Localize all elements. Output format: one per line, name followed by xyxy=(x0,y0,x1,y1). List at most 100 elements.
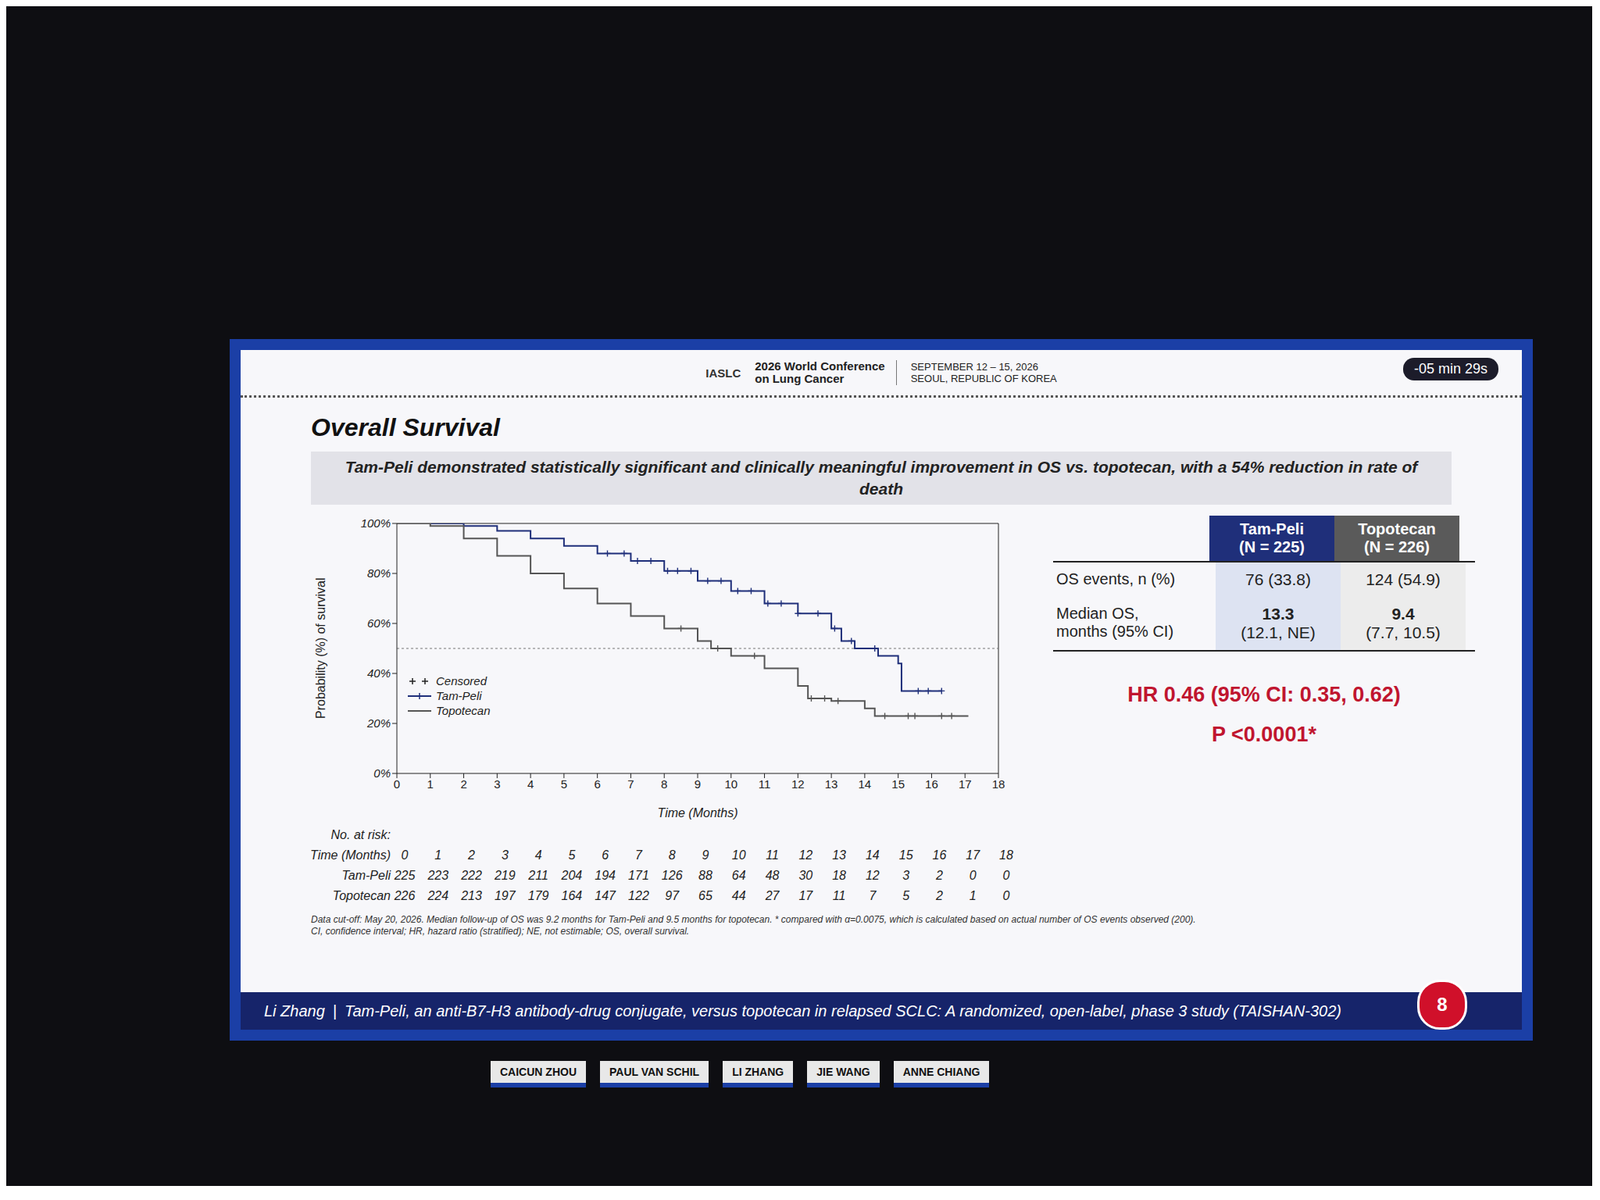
svg-text:6: 6 xyxy=(593,777,600,791)
html-text:10: 10 xyxy=(731,848,746,862)
svg-text:3: 3 xyxy=(493,777,500,791)
html-text:11: 11 xyxy=(832,889,846,903)
html-text:9.4: 9.4 xyxy=(1391,604,1415,623)
html-text:219: 219 xyxy=(494,868,516,883)
html-text:12: 12 xyxy=(798,848,813,862)
html-text:Tam-Peli, an anti-B7-H3 antibo: Tam-Peli, an anti-B7-H3 antibody-drug co… xyxy=(344,1001,1342,1020)
html-text:Tam-Peli 225: Tam-Peli 225 xyxy=(341,868,416,883)
html-text:on Lung Cancer: on Lung Cancer xyxy=(754,371,845,386)
svg-text:16: 16 xyxy=(925,777,939,791)
html-text:JIE WANG: JIE WANG xyxy=(816,1065,871,1079)
html-text:164: 164 xyxy=(561,889,583,903)
html-text:SEPTEMBER 12 – 15, 2026: SEPTEMBER 12 – 15, 2026 xyxy=(910,360,1039,373)
html-text:Median OS,: Median OS, xyxy=(1056,604,1139,622)
html-text:126: 126 xyxy=(661,868,683,883)
html-text:OS events, n (%): OS events, n (%) xyxy=(1056,570,1176,588)
html-text:12: 12 xyxy=(865,868,880,883)
html-text:Censored: Censored xyxy=(435,674,487,688)
svg-text:0: 0 xyxy=(393,777,400,791)
html-text:ANNE CHIANG: ANNE CHIANG xyxy=(902,1065,981,1079)
html-text:194: 194 xyxy=(594,868,616,883)
html-text:18: 18 xyxy=(999,848,1014,862)
html-text:224: 224 xyxy=(427,889,449,903)
svg-text:Time (Months): Time (Months) xyxy=(657,806,739,820)
svg-text:17: 17 xyxy=(958,777,972,791)
html-text:Time (Months): Time (Months) xyxy=(310,848,391,862)
html-text:76 (33.8): 76 (33.8) xyxy=(1245,570,1311,589)
svg-text:60%: 60% xyxy=(367,616,391,630)
svg-text:80%: 80% xyxy=(367,566,391,580)
html-text:2026 World Conference: 2026 World Conference xyxy=(754,359,885,373)
svg-text:11: 11 xyxy=(758,777,772,791)
html-text:(12.1, NE): (12.1, NE) xyxy=(1240,623,1316,642)
svg-text:5: 5 xyxy=(560,777,568,791)
html-text:88: 88 xyxy=(698,868,713,883)
html-text:SEOUL, REPUBLIC OF KOREA: SEOUL, REPUBLIC OF KOREA xyxy=(910,372,1057,385)
html-text:171: 171 xyxy=(628,868,650,883)
html-text:Overall Survival: Overall Survival xyxy=(310,413,500,442)
html-text:13.3: 13.3 xyxy=(1262,604,1295,623)
html-text:CAICUN ZHOU: CAICUN ZHOU xyxy=(500,1065,577,1079)
svg-text:1: 1 xyxy=(427,777,434,791)
svg-text:9: 9 xyxy=(694,777,701,791)
svg-text:15: 15 xyxy=(891,777,905,791)
html-text:13: 13 xyxy=(832,848,847,862)
html-text:14: 14 xyxy=(865,848,880,862)
html-text:15: 15 xyxy=(899,848,913,862)
html-text:223: 223 xyxy=(427,868,449,883)
html-text:197: 197 xyxy=(494,889,516,903)
html-text:211: 211 xyxy=(528,868,549,883)
html-text:222: 222 xyxy=(461,868,482,883)
html-text:147: 147 xyxy=(594,889,616,903)
html-text:(7.7, 10.5): (7.7, 10.5) xyxy=(1365,623,1441,642)
html-text:44: 44 xyxy=(731,889,746,903)
html-text:(N = 226): (N = 226) xyxy=(1364,538,1430,556)
html-text:Topotecan 226: Topotecan 226 xyxy=(332,889,416,903)
html-text:179: 179 xyxy=(527,889,549,903)
svg-text:4: 4 xyxy=(527,777,534,791)
svg-text:40%: 40% xyxy=(367,666,391,680)
html-text:Topotecan: Topotecan xyxy=(1357,520,1436,538)
svg-text:7: 7 xyxy=(627,777,634,791)
html-text:204: 204 xyxy=(561,868,583,883)
svg-text:Probability (%) of survival: Probability (%) of survival xyxy=(314,578,328,720)
html-text:11: 11 xyxy=(765,848,779,862)
html-text:-05 min 29s: -05 min 29s xyxy=(1414,360,1488,377)
svg-text:13: 13 xyxy=(825,777,839,791)
html-text:LI ZHANG: LI ZHANG xyxy=(732,1065,784,1079)
html-text:Tam-Peli: Tam-Peli xyxy=(1239,520,1304,538)
html-text:(N = 225): (N = 225) xyxy=(1239,538,1305,556)
html-text:27: 27 xyxy=(765,889,780,903)
html-text:17: 17 xyxy=(965,848,980,862)
html-text:64: 64 xyxy=(731,868,746,883)
html-text:HR 0.46 (95% CI: 0.35, 0.62): HR 0.46 (95% CI: 0.35, 0.62) xyxy=(1127,682,1401,707)
html-text:No. at risk:: No. at risk: xyxy=(330,828,391,842)
html-text:Tam-Peli: Tam-Peli xyxy=(435,689,482,703)
html-text:Topotecan: Topotecan xyxy=(435,703,491,718)
svg-text:14: 14 xyxy=(858,777,872,791)
html-text:124 (54.9): 124 (54.9) xyxy=(1365,570,1441,589)
html-text:97: 97 xyxy=(665,889,679,903)
html-text:Tam-Peli demonstrated statisti: Tam-Peli demonstrated statistically sign… xyxy=(345,457,1418,498)
html-text:IASLC: IASLC xyxy=(705,366,741,380)
svg-text:8: 8 xyxy=(660,777,668,791)
html-text:Li Zhang: Li Zhang xyxy=(264,1001,325,1020)
html-text:PAUL VAN SCHIL: PAUL VAN SCHIL xyxy=(609,1065,700,1079)
html-text:65: 65 xyxy=(698,889,713,903)
svg-text:0%: 0% xyxy=(373,766,391,780)
svg-text:100%: 100% xyxy=(360,516,391,530)
html-text:213: 213 xyxy=(461,889,482,903)
html-text:16: 16 xyxy=(932,848,947,862)
html-text:17: 17 xyxy=(798,889,813,903)
svg-text:18: 18 xyxy=(992,777,1006,791)
svg-text:20%: 20% xyxy=(366,716,391,730)
html-text:P <0.0001*: P <0.0001* xyxy=(1211,722,1317,747)
svg-text:12: 12 xyxy=(791,777,805,791)
html-text:48: 48 xyxy=(765,868,780,883)
html-text:months (95% CI): months (95% CI) xyxy=(1056,622,1174,640)
html-text:30: 30 xyxy=(798,868,813,883)
html-text:122: 122 xyxy=(628,889,650,903)
svg-text:10: 10 xyxy=(724,777,738,791)
html-text:18: 18 xyxy=(832,868,847,883)
svg-text:2: 2 xyxy=(460,777,467,791)
